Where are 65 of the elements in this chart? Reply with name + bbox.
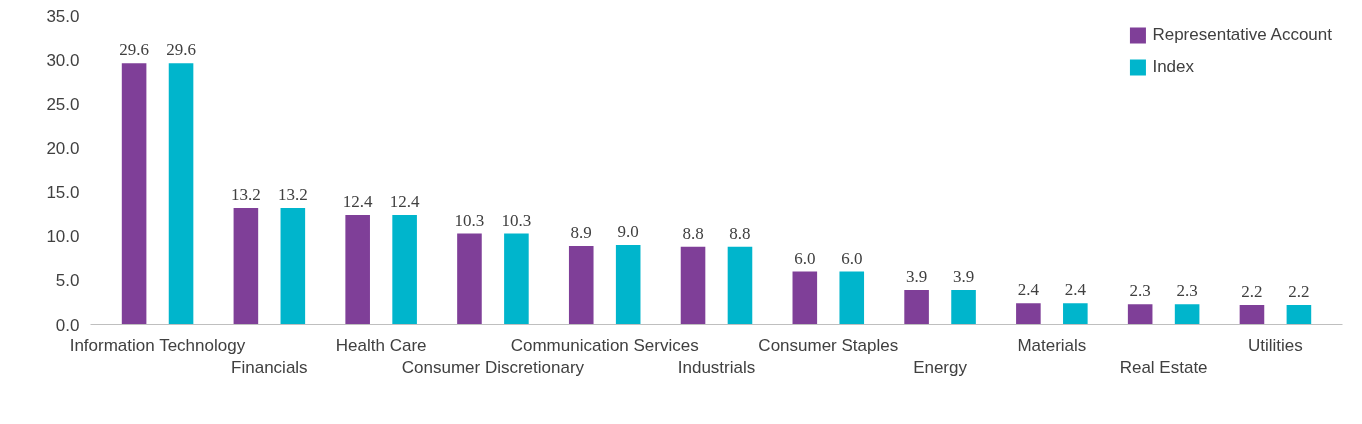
bar	[121, 63, 147, 325]
bar	[280, 207, 306, 325]
bar	[504, 233, 529, 325]
y-tick-label: 15.0	[46, 183, 80, 203]
x-tick-label: Financials	[231, 358, 308, 378]
bar	[1127, 304, 1153, 325]
data-label: 12.4	[342, 192, 374, 212]
data-label: 2.3	[1176, 281, 1198, 301]
x-tick-label: Materials	[1017, 335, 1087, 355]
bar	[233, 207, 259, 325]
bar	[1286, 305, 1312, 325]
data-label: 8.9	[570, 222, 592, 242]
data-label: 8.8	[682, 223, 704, 243]
bar	[792, 271, 818, 325]
x-tick-label: Real Estate	[1119, 358, 1208, 378]
x-tick-label: Communication Services	[510, 335, 699, 355]
data-label: 29.6	[166, 40, 196, 60]
data-label: 13.2	[277, 184, 308, 204]
y-tick-label: 10.0	[46, 227, 80, 247]
data-label: 2.4	[1064, 280, 1087, 300]
bar	[392, 215, 417, 325]
data-label: 13.2	[231, 184, 261, 204]
data-label: 2.4	[1017, 280, 1040, 300]
data-label: 6.0	[841, 248, 863, 268]
data-label: 10.3	[501, 210, 532, 230]
y-tick-label: 35.0	[46, 6, 80, 26]
data-label: 3.9	[905, 267, 928, 287]
data-label: 10.3	[454, 210, 485, 230]
y-tick-label: 0.0	[55, 315, 80, 335]
data-label: 2.2	[1288, 282, 1310, 302]
bar	[1063, 303, 1088, 325]
bar	[615, 245, 641, 325]
data-label: 8.8	[729, 223, 751, 243]
data-label: 3.9	[952, 267, 975, 287]
legend-label: Index	[1152, 57, 1195, 77]
y-tick-label: 25.0	[46, 94, 80, 114]
bar	[1239, 305, 1265, 325]
bar	[568, 245, 594, 325]
bar	[1016, 303, 1041, 325]
bar	[680, 246, 706, 325]
bar	[904, 290, 929, 325]
bar	[727, 246, 753, 325]
bar	[457, 233, 482, 325]
x-tick-label: Information Technology	[69, 335, 246, 355]
bar	[839, 271, 865, 325]
bar	[345, 215, 370, 325]
bar	[951, 290, 976, 325]
x-tick-label: Energy	[913, 358, 968, 378]
x-tick-label: Consumer Staples	[758, 335, 899, 355]
data-label: 6.0	[794, 248, 816, 268]
legend-label: Representative Account	[1152, 25, 1332, 45]
data-label: 29.6	[119, 40, 149, 60]
bar	[1174, 304, 1200, 325]
y-tick-label: 5.0	[55, 271, 80, 291]
x-tick-label: Health Care	[335, 335, 427, 355]
x-tick-label: Utilities	[1248, 335, 1303, 355]
data-label: 2.2	[1241, 282, 1263, 302]
x-tick-label: Industrials	[677, 358, 756, 378]
bar	[168, 63, 194, 325]
x-tick-label: Consumer Discretionary	[401, 358, 585, 378]
data-label: 9.0	[617, 222, 639, 242]
data-label: 12.4	[389, 192, 420, 212]
y-tick-label: 20.0	[46, 138, 80, 158]
data-label: 2.3	[1129, 281, 1151, 301]
y-tick-label: 30.0	[46, 50, 80, 70]
